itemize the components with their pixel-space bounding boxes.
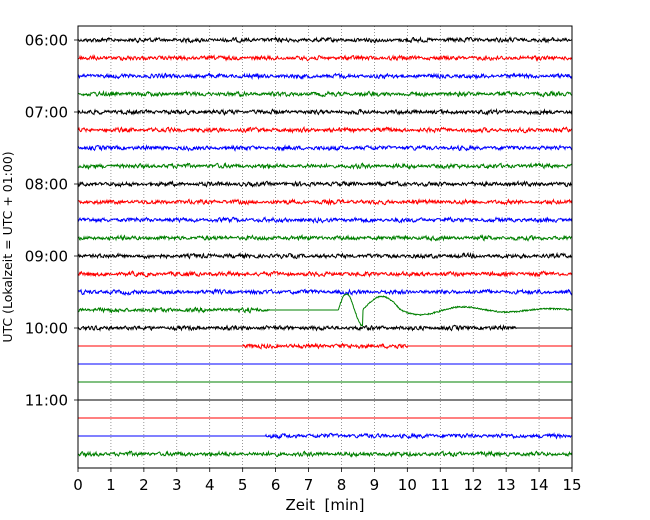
y-tick-label: 08:00	[25, 176, 68, 194]
trace-0700	[77, 107, 573, 116]
x-tick-label: 12	[464, 476, 483, 494]
trace-0930	[77, 287, 573, 296]
trace-0600	[77, 36, 573, 44]
x-tick-label: 2	[139, 476, 149, 494]
x-tick-label: 3	[172, 476, 182, 494]
trace-0645	[77, 90, 573, 98]
x-tick-label: 1	[106, 476, 116, 494]
trace-0615	[77, 54, 573, 62]
x-tick-label: 15	[562, 476, 581, 494]
x-tick-label: 7	[304, 476, 314, 494]
x-tick-label: 9	[370, 476, 380, 494]
x-tick-label: 4	[205, 476, 215, 494]
x-axis-label: Zeit [min]	[285, 496, 364, 514]
trace-0915	[77, 270, 572, 278]
trace-0630	[77, 72, 573, 81]
x-tick-label: 0	[73, 476, 83, 494]
y-tick-label: 06:00	[25, 32, 68, 50]
x-tick-label: 5	[238, 476, 248, 494]
y-axis: 06:00 07:00 08:00 09:00 10:00 11:00	[25, 32, 78, 410]
trace-0900	[77, 251, 573, 260]
trace-0815	[77, 198, 573, 206]
trace-1015	[78, 342, 572, 350]
trace-0830	[77, 216, 573, 224]
trace-1130	[78, 432, 573, 440]
x-tick-label: 14	[530, 476, 549, 494]
trace-1145	[77, 449, 573, 458]
x-tick-label: 6	[271, 476, 281, 494]
y-tick-label: 11:00	[25, 392, 68, 410]
y-axis-label: UTC (Lokalzeit = UTC + 01:00)	[0, 151, 15, 342]
trace-0845	[77, 233, 573, 242]
trace-group	[77, 36, 573, 458]
trace-0745	[77, 161, 573, 170]
x-axis: 0 1 2 3 4 5 6 7 8 9 10 11 12 13 14 15	[73, 468, 582, 494]
y-tick-label: 09:00	[25, 248, 68, 266]
trace-1000	[77, 324, 572, 332]
x-tick-label: 11	[431, 476, 450, 494]
x-tick-label: 13	[497, 476, 516, 494]
y-tick-label: 07:00	[25, 104, 68, 122]
trace-0730	[77, 144, 573, 152]
x-tick-label: 8	[337, 476, 347, 494]
plot-frame	[77, 25, 573, 469]
y-tick-label: 10:00	[25, 320, 68, 338]
trace-0945	[77, 292, 573, 327]
trace-0715	[77, 126, 573, 134]
trace-0800	[77, 180, 573, 188]
x-tick-label: 10	[398, 476, 417, 494]
